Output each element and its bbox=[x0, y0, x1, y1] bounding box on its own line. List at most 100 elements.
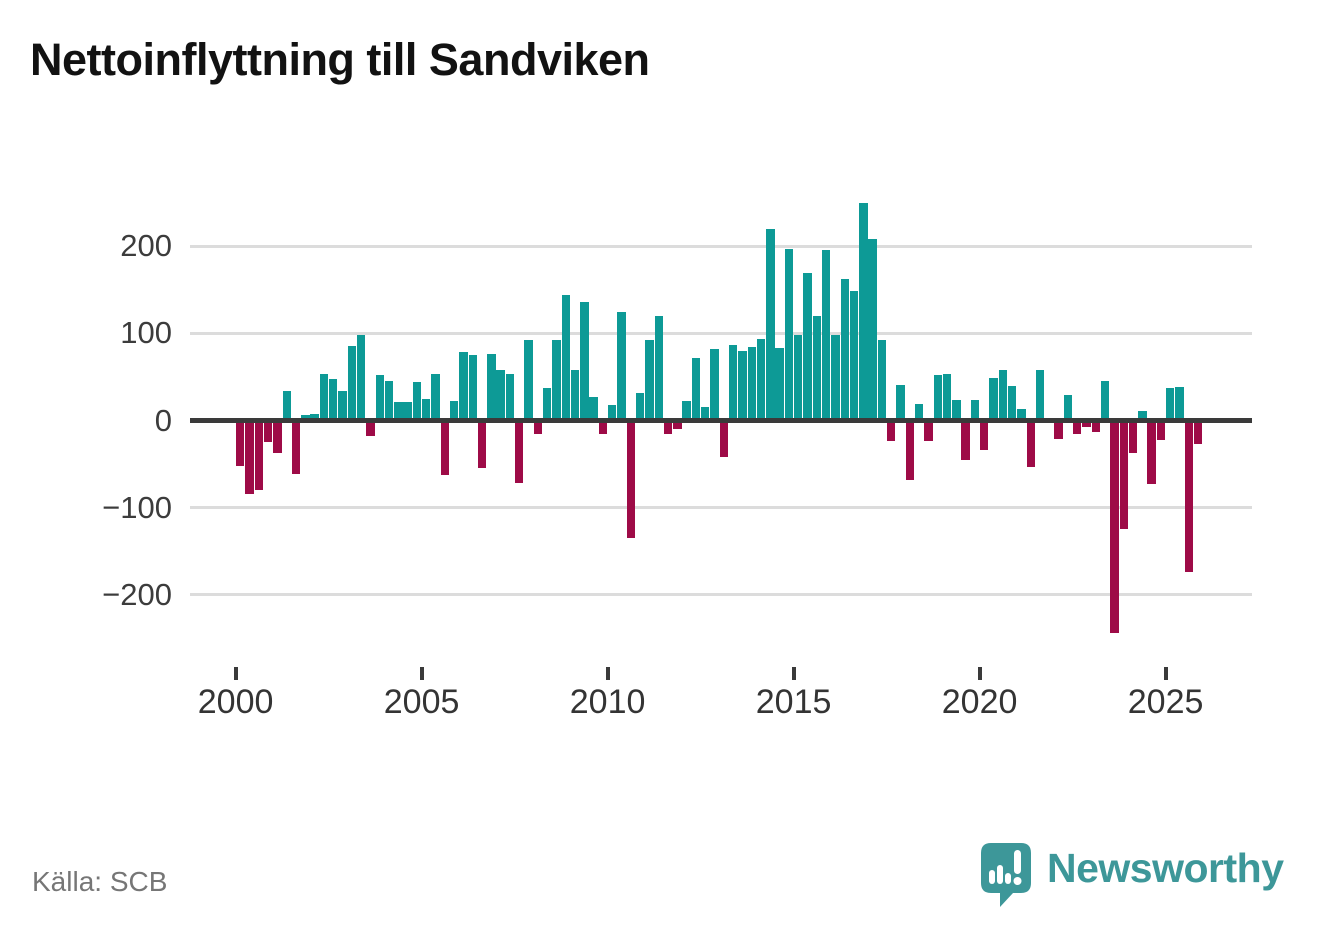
newsworthy-logo: Newsworthy bbox=[980, 842, 1284, 908]
bar-2017-Q1 bbox=[868, 239, 877, 421]
bar-2008-Q1 bbox=[533, 420, 543, 434]
bar-2015-Q2 bbox=[803, 273, 812, 421]
y-axis-label-0: 0 bbox=[154, 402, 172, 438]
x-tick-2005 bbox=[419, 667, 424, 680]
bar-2007-Q3 bbox=[515, 420, 524, 484]
gridline--200 bbox=[190, 593, 1252, 597]
bar-2010-Q4 bbox=[635, 392, 645, 421]
bar-2021-Q2 bbox=[1026, 420, 1035, 467]
bar-2018-Q3 bbox=[924, 420, 933, 441]
bar-2008-Q4 bbox=[561, 294, 570, 421]
bar-2007-Q2 bbox=[505, 374, 515, 421]
bar-2019-Q1 bbox=[942, 374, 952, 421]
bar-2000-Q3 bbox=[254, 420, 264, 491]
bar-2023-Q1 bbox=[1091, 420, 1101, 432]
bar-2021-Q1 bbox=[1017, 409, 1026, 421]
bar-2000-Q4 bbox=[263, 420, 273, 443]
bar-2006-Q3 bbox=[477, 420, 487, 469]
bar-2001-Q3 bbox=[291, 420, 301, 474]
bar-2018-Q1 bbox=[905, 420, 915, 480]
chart-title: Nettoinflyttning till Sandviken bbox=[30, 34, 650, 85]
bar-2005-Q3 bbox=[440, 420, 450, 475]
bar-2025-Q1 bbox=[1166, 388, 1175, 421]
bar-2016-Q4 bbox=[859, 203, 868, 421]
bar-2004-Q2 bbox=[394, 402, 403, 421]
bar-2013-Q3 bbox=[738, 350, 747, 421]
bar-2015-Q1 bbox=[794, 335, 803, 421]
bar-2012-Q4 bbox=[710, 348, 719, 421]
bar-2008-Q3 bbox=[552, 340, 561, 421]
bar-2018-Q2 bbox=[914, 403, 924, 421]
bar-2000-Q2 bbox=[245, 420, 254, 494]
bar-2002-Q4 bbox=[338, 390, 347, 421]
bar-2023-Q3 bbox=[1110, 420, 1119, 634]
bar-2001-Q2 bbox=[282, 390, 291, 421]
bar-2010-Q1 bbox=[608, 404, 617, 421]
bar-2022-Q3 bbox=[1073, 420, 1082, 435]
x-axis-label-2020: 2020 bbox=[941, 683, 1018, 721]
bar-2002-Q1 bbox=[310, 414, 319, 421]
bar-2006-Q1 bbox=[459, 351, 468, 421]
bar-2001-Q4 bbox=[301, 415, 310, 421]
bar-2004-Q4 bbox=[412, 382, 422, 421]
bar-2009-Q2 bbox=[580, 301, 589, 421]
bar-2012-Q3 bbox=[701, 406, 710, 421]
bar-2015-Q3 bbox=[812, 315, 822, 421]
y-axis-label-100: 100 bbox=[120, 315, 172, 351]
bar-2014-Q2 bbox=[766, 228, 775, 421]
bar-2010-Q2 bbox=[617, 312, 626, 421]
gridline-200 bbox=[190, 244, 1252, 248]
bar-2025-Q3 bbox=[1184, 420, 1194, 573]
bar-2001-Q1 bbox=[273, 420, 282, 453]
bar-2003-Q2 bbox=[356, 335, 366, 421]
x-axis-label-2000: 2000 bbox=[197, 683, 274, 721]
bar-2013-Q1 bbox=[719, 420, 729, 458]
bar-2010-Q3 bbox=[626, 420, 636, 539]
bar-2024-Q4 bbox=[1156, 420, 1166, 440]
bar-2022-Q2 bbox=[1063, 395, 1073, 421]
bar-2017-Q2 bbox=[877, 340, 887, 421]
bar-2005-Q1 bbox=[422, 398, 431, 421]
bar-2023-Q4 bbox=[1119, 420, 1128, 529]
x-tick-2000 bbox=[233, 667, 238, 680]
gridline--100 bbox=[190, 506, 1252, 510]
bar-2018-Q4 bbox=[933, 375, 942, 421]
bar-2024-Q1 bbox=[1128, 420, 1138, 453]
bar-2016-Q1 bbox=[831, 335, 840, 421]
x-axis-label-2010: 2010 bbox=[569, 683, 646, 721]
bar-2019-Q4 bbox=[970, 400, 980, 421]
bar-2002-Q2 bbox=[319, 374, 329, 421]
bar-2022-Q1 bbox=[1054, 420, 1063, 439]
bar-2006-Q4 bbox=[487, 354, 496, 421]
bar-2016-Q3 bbox=[849, 291, 859, 421]
bar-2017-Q4 bbox=[896, 384, 905, 421]
bar-2014-Q4 bbox=[784, 248, 794, 421]
x-axis-label-2025: 2025 bbox=[1127, 683, 1204, 721]
bar-2008-Q2 bbox=[542, 388, 552, 421]
bar-2013-Q4 bbox=[747, 347, 756, 421]
x-axis-label-2015: 2015 bbox=[755, 683, 832, 721]
newsworthy-icon bbox=[981, 843, 1031, 907]
x-tick-2025 bbox=[1163, 667, 1168, 680]
source-label: Källa: SCB bbox=[32, 866, 168, 897]
bar-2005-Q4 bbox=[449, 401, 459, 421]
bar-2009-Q1 bbox=[570, 369, 580, 421]
bar-2011-Q3 bbox=[663, 420, 673, 435]
bar-2005-Q2 bbox=[431, 374, 440, 421]
x-tick-2020 bbox=[977, 667, 982, 680]
bar-2016-Q2 bbox=[840, 279, 849, 421]
bar-2024-Q3 bbox=[1147, 420, 1156, 485]
x-tick-2015 bbox=[791, 667, 796, 680]
bar-2009-Q3 bbox=[589, 396, 598, 421]
bar-2002-Q3 bbox=[329, 378, 338, 421]
bar-2025-Q4 bbox=[1193, 420, 1203, 445]
bar-2015-Q4 bbox=[821, 249, 831, 421]
bar-2020-Q4 bbox=[1007, 386, 1017, 421]
bar-2003-Q3 bbox=[366, 420, 375, 437]
bar-2012-Q1 bbox=[682, 401, 691, 421]
y-axis-label--100: −100 bbox=[102, 489, 172, 525]
bar-2019-Q3 bbox=[961, 420, 970, 460]
bar-2003-Q1 bbox=[347, 346, 357, 421]
